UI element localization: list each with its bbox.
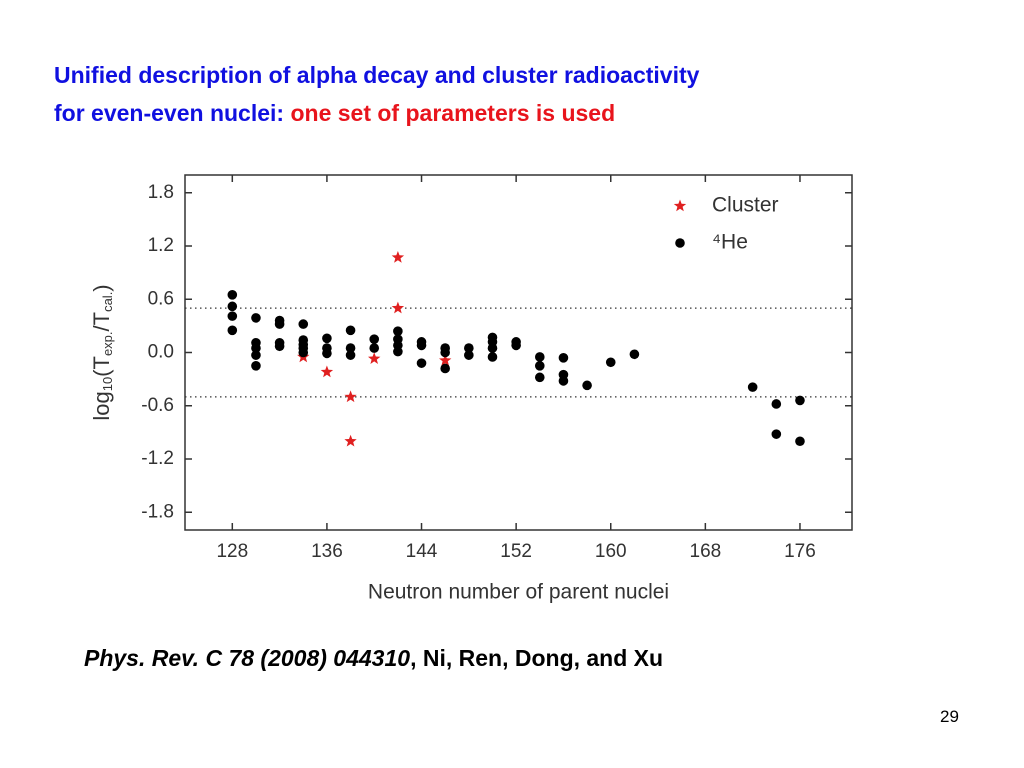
y-tick-label: -1.8 [141, 501, 174, 522]
dot-point [675, 238, 685, 248]
dot-point [629, 349, 640, 360]
star-point [439, 354, 452, 366]
x-tick-label: 168 [690, 541, 722, 562]
subtitle-red: one set of parameters is used [290, 100, 616, 126]
dot-point [534, 361, 545, 371]
y-label-part: ) [89, 284, 114, 291]
star-point [368, 352, 381, 364]
y-label-part: cal. [100, 292, 115, 312]
dot-point [345, 325, 356, 336]
dot-point [227, 301, 238, 312]
dot-point [322, 333, 332, 344]
dot-point [558, 353, 569, 363]
citation-ref: Phys. Rev. C 78 (2008) 044310 [84, 645, 411, 671]
citation: Phys. Rev. C 78 (2008) 044310, Ni, Ren, … [84, 645, 663, 672]
dot-point [511, 340, 521, 351]
star-point [391, 301, 405, 314]
dot-point [322, 348, 332, 359]
slide-title: Unified description of alpha decay and c… [54, 62, 700, 88]
dot-point [487, 352, 498, 362]
page-number: 29 [940, 707, 959, 726]
dot-point [345, 350, 356, 360]
dot-point [227, 325, 238, 336]
dot-point [416, 358, 427, 368]
dot-point [464, 343, 474, 353]
dot-point [227, 290, 238, 300]
dot-point [416, 340, 427, 351]
dot-point [345, 343, 356, 353]
dot-point [393, 326, 403, 337]
y-label-part: exp. [100, 331, 115, 356]
subtitle-blue: for even-even nuclei: [54, 100, 285, 126]
dot-point [771, 429, 782, 439]
y-label-part: 10 [100, 377, 115, 391]
dot-point [464, 350, 474, 360]
y-tick-label: -0.6 [141, 395, 174, 416]
star-point [344, 390, 357, 403]
dot-point [369, 343, 380, 353]
dot-point [251, 361, 261, 371]
dot-point [251, 313, 261, 323]
x-axis-label: Neutron number of parent nuclei [368, 581, 669, 604]
y-label-part: log [89, 391, 114, 420]
star-point [320, 365, 334, 378]
dot-point [393, 346, 403, 357]
dot-point [771, 399, 782, 409]
legend-label: Cluster [712, 194, 779, 217]
x-tick-label: 152 [500, 541, 532, 562]
y-tick-label: 1.8 [148, 182, 174, 203]
dot-point [440, 347, 450, 358]
x-tick-label: 144 [406, 541, 438, 562]
slide-subtitle: for even-even nuclei: one set of paramet… [54, 100, 615, 127]
dot-point [534, 352, 545, 362]
dot-point [558, 376, 569, 386]
y-label-part: (T [89, 356, 114, 377]
dot-point [274, 341, 285, 352]
dot-point [251, 343, 261, 353]
x-tick-label: 128 [216, 541, 248, 562]
y-axis-label: log10(Texp./Tcal.) [89, 284, 116, 420]
dot-point [747, 382, 758, 392]
dot-point [582, 380, 592, 391]
dot-point [298, 347, 309, 358]
y-tick-label: 0.6 [148, 288, 174, 309]
dot-point [534, 372, 545, 383]
citation-authors: , Ni, Ren, Dong, and Xu [410, 645, 664, 671]
dot-point [369, 334, 380, 344]
y-tick-label: -1.2 [141, 448, 174, 469]
dot-point [795, 436, 805, 447]
dot-point [605, 357, 616, 368]
y-label-part: /T [89, 312, 114, 332]
x-tick-label: 136 [311, 541, 343, 562]
star-point [391, 251, 405, 263]
star-point [673, 199, 687, 212]
dot-point [227, 311, 238, 321]
dot-point [298, 319, 309, 329]
dot-point [487, 343, 498, 353]
star-point [344, 434, 357, 447]
dot-point [251, 350, 261, 360]
legend-label: ⁴He [712, 231, 748, 254]
plot-frame [184, 174, 853, 531]
x-tick-label: 160 [595, 541, 627, 562]
dot-point [440, 363, 450, 374]
dot-point [274, 319, 285, 329]
y-tick-label: 0.0 [148, 342, 174, 363]
dot-point [795, 395, 805, 406]
y-tick-label: 1.2 [148, 235, 174, 256]
x-tick-label: 176 [784, 541, 816, 562]
